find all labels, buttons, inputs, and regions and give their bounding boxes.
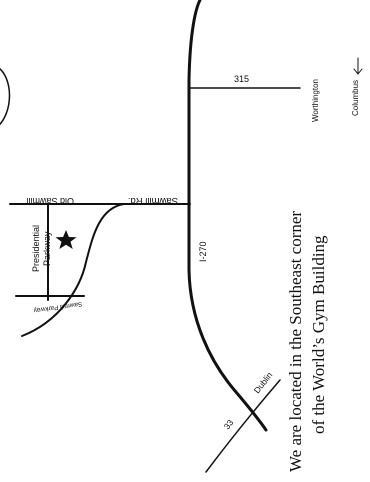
label-presidential-line2: Parkway bbox=[42, 231, 52, 266]
label-old-sawmill: Old Sawmill bbox=[26, 196, 74, 206]
arrow-down-icon bbox=[353, 57, 363, 75]
label-columbus: Columbus bbox=[351, 80, 360, 116]
label-route33: 33 bbox=[222, 417, 236, 431]
label-worthington: Worthington bbox=[311, 79, 320, 122]
label-route315: 315 bbox=[234, 74, 249, 84]
i270-road bbox=[187, 0, 268, 432]
star-icon bbox=[55, 230, 77, 249]
label-sawmill-rd: Sawmill Rd. bbox=[128, 195, 178, 206]
caption-line1: We are located in the Southeast corner bbox=[286, 211, 305, 472]
label-presidential-line1: Presidential bbox=[31, 225, 41, 272]
sawmill-rd-road bbox=[21, 203, 125, 337]
caption-line2: of the World’s Gym Building bbox=[309, 235, 328, 434]
dublin-road bbox=[205, 379, 281, 473]
loop-road bbox=[0, 68, 11, 126]
label-i270: I-270 bbox=[198, 241, 208, 262]
